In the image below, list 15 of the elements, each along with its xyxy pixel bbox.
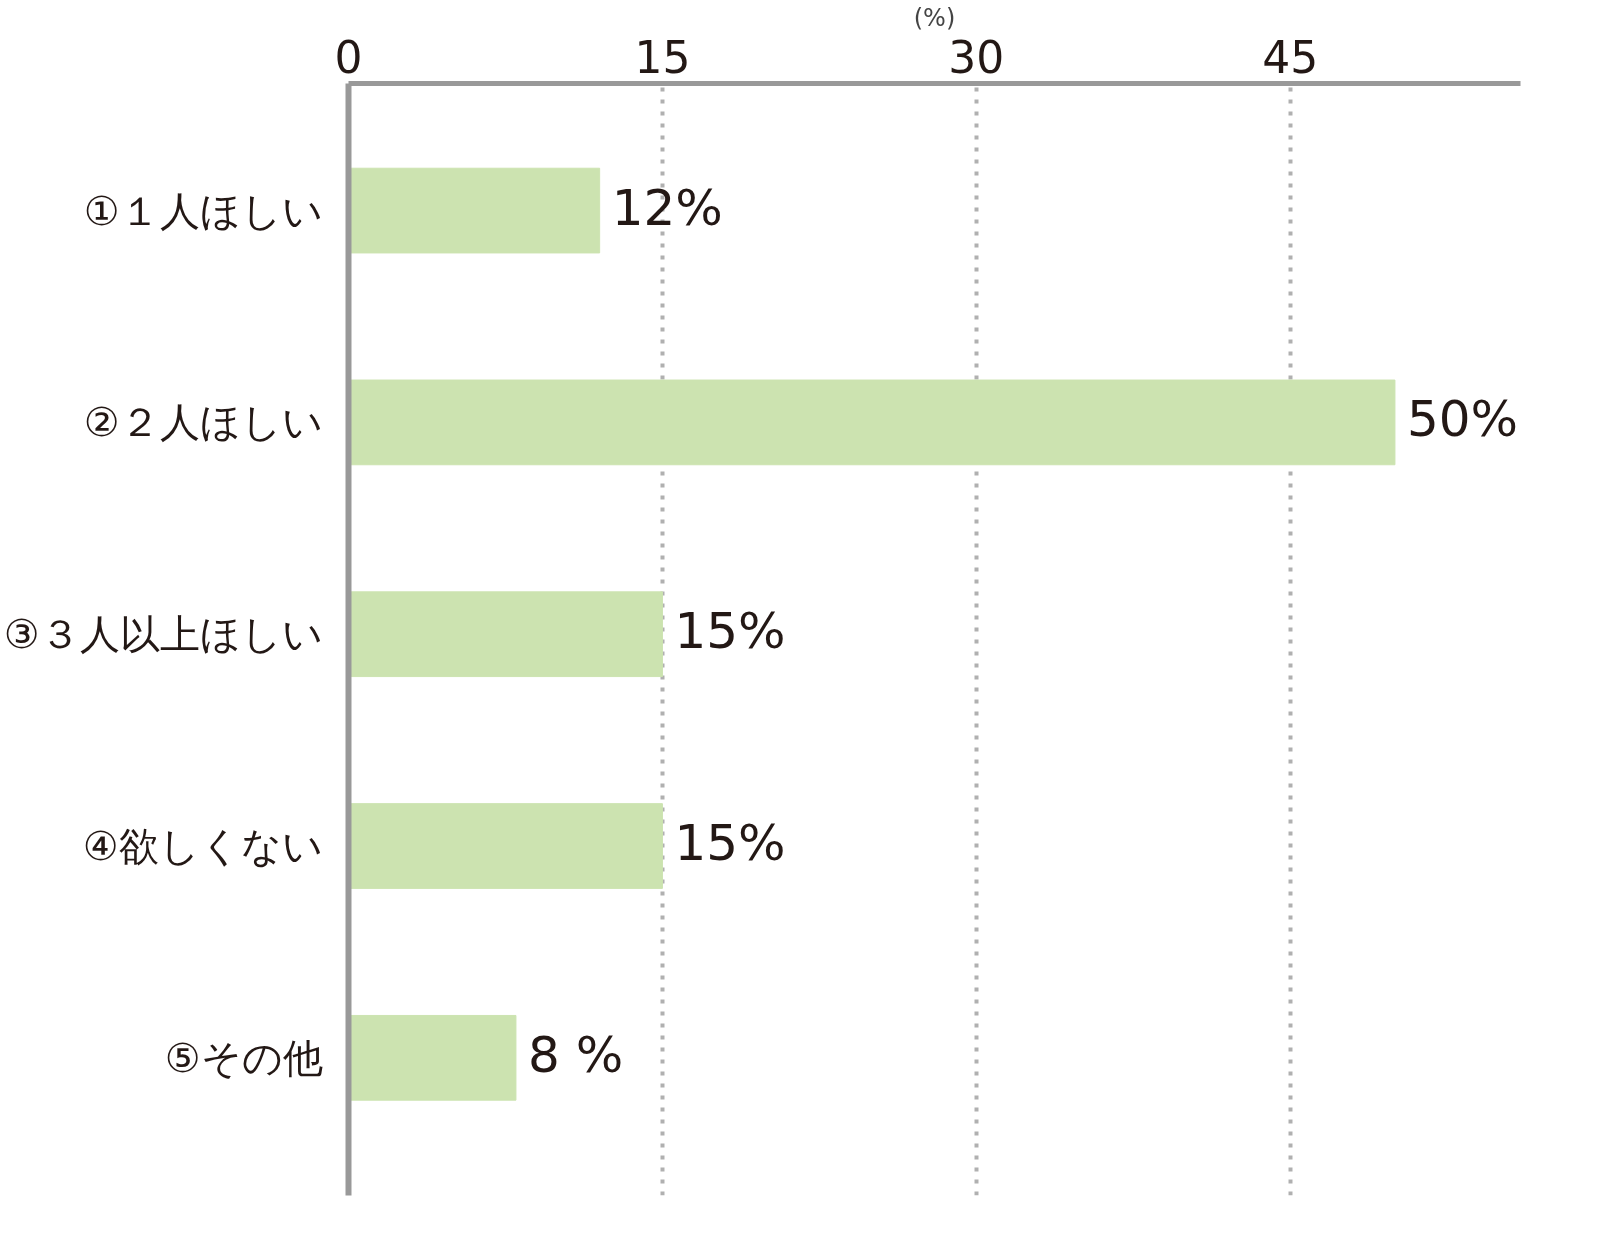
data-label: 50%: [1406, 390, 1519, 449]
data-label: 8 %: [527, 1025, 624, 1084]
y-tick-label: ②２人ほしい: [83, 399, 323, 446]
x-tick-label: 15: [634, 31, 691, 83]
data-label: 12%: [611, 178, 723, 237]
x-tick-label: 0: [334, 31, 363, 83]
x-tick-label: 30: [948, 31, 1005, 83]
y-tick-label: ③３人以上ほしい: [3, 611, 323, 658]
y-tick-label: ①１人ほしい: [83, 187, 323, 234]
data-label: 15%: [674, 602, 786, 661]
x-axis-title: (%): [913, 3, 956, 32]
y-tick-label: ⑤その他: [164, 1034, 323, 1081]
data-label: 15%: [674, 814, 786, 873]
y-tick-label: ④欲しくない: [82, 823, 323, 870]
x-tick-label: 45: [1262, 31, 1319, 83]
